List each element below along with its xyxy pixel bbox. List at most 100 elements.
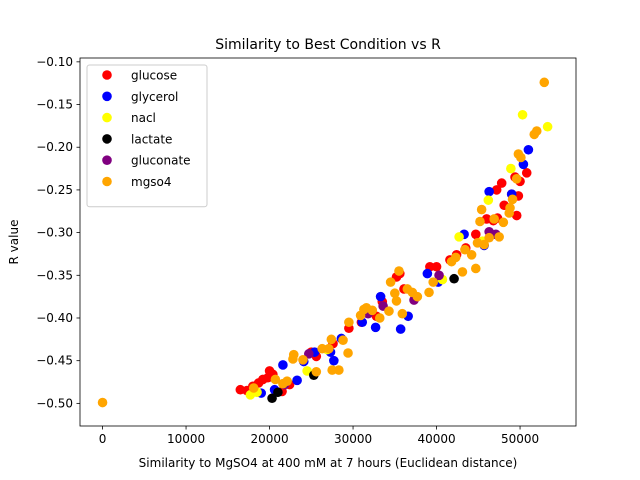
- point-mgso4: [397, 308, 408, 319]
- legend-label-nacl: nacl: [131, 111, 156, 125]
- point-mgso4: [97, 397, 108, 408]
- point-mgso4: [344, 317, 354, 328]
- point-mgso4: [476, 204, 487, 215]
- point-mgso4: [248, 383, 259, 393]
- point-mgso4: [288, 349, 299, 360]
- data-points: [97, 77, 553, 408]
- x-tick-label: 40000: [417, 432, 455, 446]
- point-gluconate: [303, 349, 314, 359]
- chart-title: Similarity to Best Condition vs R: [215, 37, 441, 53]
- point-mgso4: [494, 232, 504, 242]
- point-glucose: [511, 210, 522, 221]
- x-tick-label: 20000: [250, 432, 288, 446]
- point-mgso4: [270, 374, 281, 385]
- point-mgso4: [470, 263, 481, 274]
- y-tick-label: −0.40: [36, 311, 73, 325]
- point-glycerol: [422, 268, 433, 279]
- point-glucose: [431, 261, 442, 272]
- plot-frame: [79, 57, 577, 427]
- legend-label-glucose: glucose: [131, 69, 177, 83]
- point-mgso4: [460, 244, 470, 255]
- point-glycerol: [370, 322, 381, 333]
- point-mgso4: [334, 365, 344, 375]
- legend-marker-mgso4: [102, 176, 112, 187]
- point-mgso4: [466, 250, 477, 260]
- legend-marker-gluconate: [102, 155, 112, 165]
- point-gluconate: [434, 270, 444, 281]
- point-glucose: [496, 178, 507, 188]
- y-tick-label: −0.30: [36, 226, 73, 240]
- point-glycerol: [395, 324, 406, 334]
- point-mgso4: [475, 216, 485, 227]
- y-axis-label: R value: [7, 220, 21, 265]
- point-glycerol: [292, 375, 302, 386]
- legend-label-glycerol: glycerol: [131, 90, 178, 104]
- legend-label-gluconate: gluconate: [131, 154, 191, 168]
- x-tick-label: 0: [99, 432, 107, 446]
- point-lactate: [273, 387, 283, 398]
- point-glycerol: [484, 186, 494, 197]
- point-mgso4: [489, 214, 499, 224]
- point-mgso4: [338, 335, 348, 345]
- point-mgso4: [282, 376, 292, 386]
- legend: glucose glycerol nacl lactate gluconate mgso4: [86, 64, 208, 208]
- point-mgso4: [507, 194, 518, 205]
- point-mgso4: [484, 232, 494, 243]
- legend-marker-glycerol: [102, 91, 112, 102]
- y-tick-label: −0.50: [36, 396, 73, 410]
- point-mgso4: [531, 126, 542, 136]
- y-tick-label: −0.25: [36, 183, 73, 197]
- legend-label-lactate: lactate: [131, 132, 172, 146]
- legend-label-mgso4: mgso4: [131, 175, 172, 189]
- point-mgso4: [385, 277, 396, 287]
- point-mgso4: [428, 277, 439, 287]
- point-mgso4: [324, 343, 334, 354]
- point-mgso4: [498, 217, 509, 228]
- point-mgso4: [298, 355, 308, 365]
- point-lactate: [267, 393, 277, 404]
- point-glucose: [521, 168, 532, 178]
- point-mgso4: [343, 348, 353, 358]
- point-mgso4: [390, 288, 400, 299]
- point-mgso4: [374, 313, 385, 323]
- y-tick-label: −0.10: [36, 55, 73, 69]
- point-glycerol: [278, 360, 288, 370]
- point-nacl: [454, 232, 464, 242]
- point-mgso4: [516, 152, 526, 163]
- point-mgso4: [327, 365, 337, 375]
- legend-marker-lactate: [102, 134, 112, 144]
- point-nacl: [542, 121, 553, 132]
- point-glucose: [470, 229, 481, 240]
- x-tick-label: 50000: [501, 432, 539, 446]
- point-mgso4: [505, 203, 515, 213]
- axis-ticks: 0 10000 20000 30000 40000 50000 −0.50 −0.45 −0.4…: [36, 55, 539, 446]
- legend-box: [86, 64, 208, 208]
- point-mgso4: [317, 343, 327, 354]
- point-mgso4: [391, 296, 402, 306]
- point-mgso4: [311, 366, 322, 377]
- y-tick-label: −0.45: [36, 354, 73, 368]
- point-glycerol: [523, 144, 534, 155]
- point-nacl: [517, 109, 528, 120]
- point-mgso4: [479, 239, 489, 250]
- legend-marker-glucose: [102, 70, 112, 80]
- point-glycerol: [375, 291, 386, 302]
- point-nacl: [483, 195, 494, 205]
- point-mgso4: [384, 306, 394, 316]
- point-nacl: [506, 163, 516, 174]
- point-mgso4: [412, 291, 423, 302]
- point-mgso4: [511, 174, 522, 184]
- point-lactate: [449, 273, 459, 284]
- y-tick-label: −0.35: [36, 268, 73, 282]
- point-mgso4: [367, 305, 378, 316]
- point-mgso4: [424, 287, 434, 298]
- x-axis-label: Similarity to MgSO4 at 400 mM at 7 hours…: [139, 456, 518, 470]
- x-tick-label: 10000: [167, 432, 205, 446]
- point-glucose: [491, 185, 502, 195]
- point-mgso4: [450, 252, 461, 263]
- point-mgso4: [457, 267, 468, 277]
- point-mgso4: [326, 334, 337, 345]
- point-glycerol: [329, 355, 339, 366]
